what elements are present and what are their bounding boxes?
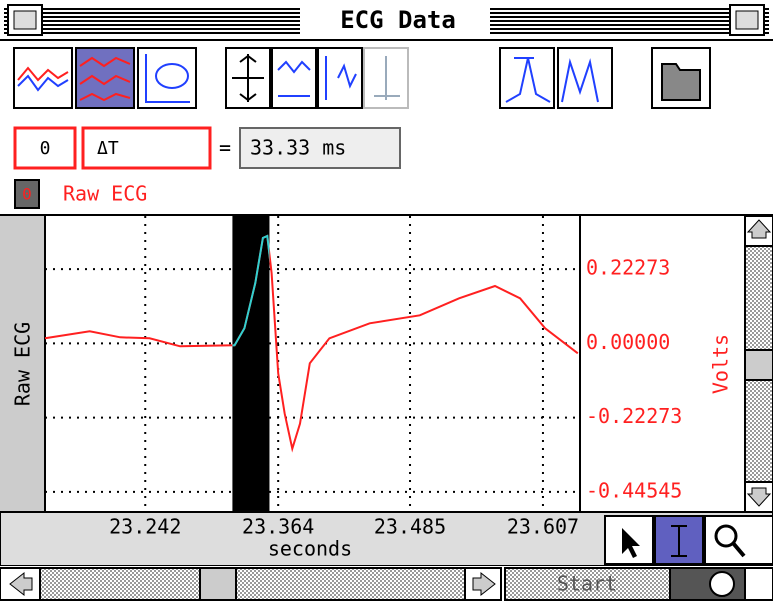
x-axis: 23.242 23.364 23.485 23.607: [109, 515, 579, 539]
x-tick-label: 23.485: [374, 515, 446, 539]
peak-button[interactable]: [499, 47, 555, 109]
ecg-trace: [44, 234, 579, 453]
scale-x-button[interactable]: [271, 47, 317, 109]
scroll-thumb[interactable]: [744, 349, 773, 381]
offset-button: [363, 47, 409, 109]
left-label-strip: [0, 216, 45, 512]
plot-background: [46, 216, 580, 512]
y-tick-label: -0.22273: [586, 404, 682, 428]
start-label: Start: [557, 572, 617, 596]
y-tick-label: 0.00000: [586, 330, 670, 354]
result-box: [239, 127, 401, 169]
x-axis-label: seconds: [268, 537, 352, 561]
y-axis-label-left: Raw ECG: [11, 322, 35, 406]
result-value: 33.33 ms: [250, 136, 346, 160]
start-button[interactable]: [504, 567, 671, 601]
h-scroll-thumb[interactable]: [199, 567, 237, 601]
measure-box[interactable]: [81, 126, 212, 170]
toolbar: [0, 41, 773, 115]
channel-swatch[interactable]: [14, 179, 40, 209]
window-title: ECG Data: [340, 6, 456, 34]
channel-row-number: 0: [22, 185, 32, 204]
bottom-bar: Start: [0, 566, 773, 601]
measurement-row: 0 ΔT = 33.33 ms 0 Raw ECG: [0, 126, 773, 216]
peaks-button[interactable]: [557, 47, 613, 109]
xy-view-button[interactable]: [137, 47, 197, 109]
selection-band: [232, 216, 270, 512]
measure-label: ΔT: [97, 138, 119, 159]
y-tick-label: 0.22273: [586, 256, 670, 280]
channel-row-name: Raw ECG: [63, 182, 147, 206]
zoom-tool[interactable]: [704, 515, 773, 565]
channel-box[interactable]: [13, 126, 77, 170]
y-tick-label: -0.44545: [586, 478, 682, 502]
channel-number: 0: [40, 138, 51, 159]
x-tick-label: 23.242: [109, 515, 181, 539]
plot-area: 0.22273 0.00000 -0.22273 -0.44545: [44, 216, 682, 512]
title-bar: ECG Data: [0, 0, 773, 41]
grow-box[interactable]: [744, 567, 773, 601]
auto-scale-button[interactable]: [317, 47, 363, 109]
equals-sign: =: [219, 136, 231, 160]
x-tick-label: 23.607: [507, 515, 579, 539]
open-file-button[interactable]: [651, 47, 711, 109]
overlay-view-button[interactable]: [13, 47, 73, 109]
x-tick-label: 23.364: [242, 515, 314, 539]
vertical-scrollbar: [744, 215, 773, 513]
scale-y-button[interactable]: [225, 47, 271, 109]
y-axis-label-right: Volts: [709, 334, 733, 394]
